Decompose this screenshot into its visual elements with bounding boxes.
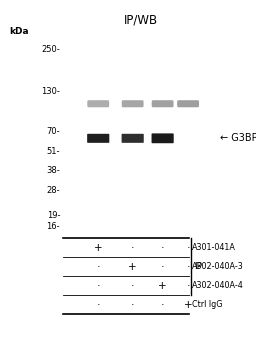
Text: 51-: 51-: [47, 147, 60, 157]
Text: ·: ·: [131, 281, 134, 291]
Text: 38-: 38-: [46, 166, 60, 175]
Text: 70-: 70-: [47, 127, 60, 136]
FancyBboxPatch shape: [177, 100, 199, 107]
Text: IP/WB: IP/WB: [124, 13, 158, 27]
Text: ·: ·: [97, 281, 100, 291]
Text: 130-: 130-: [41, 87, 60, 96]
Text: 16-: 16-: [47, 222, 60, 231]
Text: ·: ·: [97, 262, 100, 272]
FancyBboxPatch shape: [122, 100, 144, 107]
Text: ·: ·: [97, 300, 100, 310]
Text: kDa: kDa: [9, 27, 29, 36]
Text: ·: ·: [186, 243, 190, 253]
Text: ← G3BP2: ← G3BP2: [220, 133, 256, 143]
Text: ·: ·: [161, 300, 164, 310]
FancyBboxPatch shape: [152, 133, 174, 143]
Text: Ctrl IgG: Ctrl IgG: [192, 300, 222, 309]
Text: A302-040A-3: A302-040A-3: [192, 262, 244, 271]
FancyBboxPatch shape: [87, 100, 109, 107]
Text: IP: IP: [195, 262, 202, 271]
Text: +: +: [128, 262, 137, 272]
Text: A301-041A: A301-041A: [192, 244, 236, 252]
Text: ·: ·: [131, 300, 134, 310]
Text: ·: ·: [161, 262, 164, 272]
Text: +: +: [158, 281, 167, 291]
Text: 19-: 19-: [47, 211, 60, 220]
FancyBboxPatch shape: [122, 134, 144, 143]
Text: 250-: 250-: [41, 46, 60, 54]
Text: 28-: 28-: [47, 186, 60, 195]
Text: ·: ·: [186, 281, 190, 291]
Text: ·: ·: [131, 243, 134, 253]
Text: +: +: [184, 300, 193, 310]
Text: ·: ·: [186, 262, 190, 272]
Text: +: +: [94, 243, 103, 253]
FancyBboxPatch shape: [152, 100, 174, 107]
Text: A302-040A-4: A302-040A-4: [192, 281, 244, 290]
Text: ·: ·: [161, 243, 164, 253]
FancyBboxPatch shape: [87, 134, 109, 143]
